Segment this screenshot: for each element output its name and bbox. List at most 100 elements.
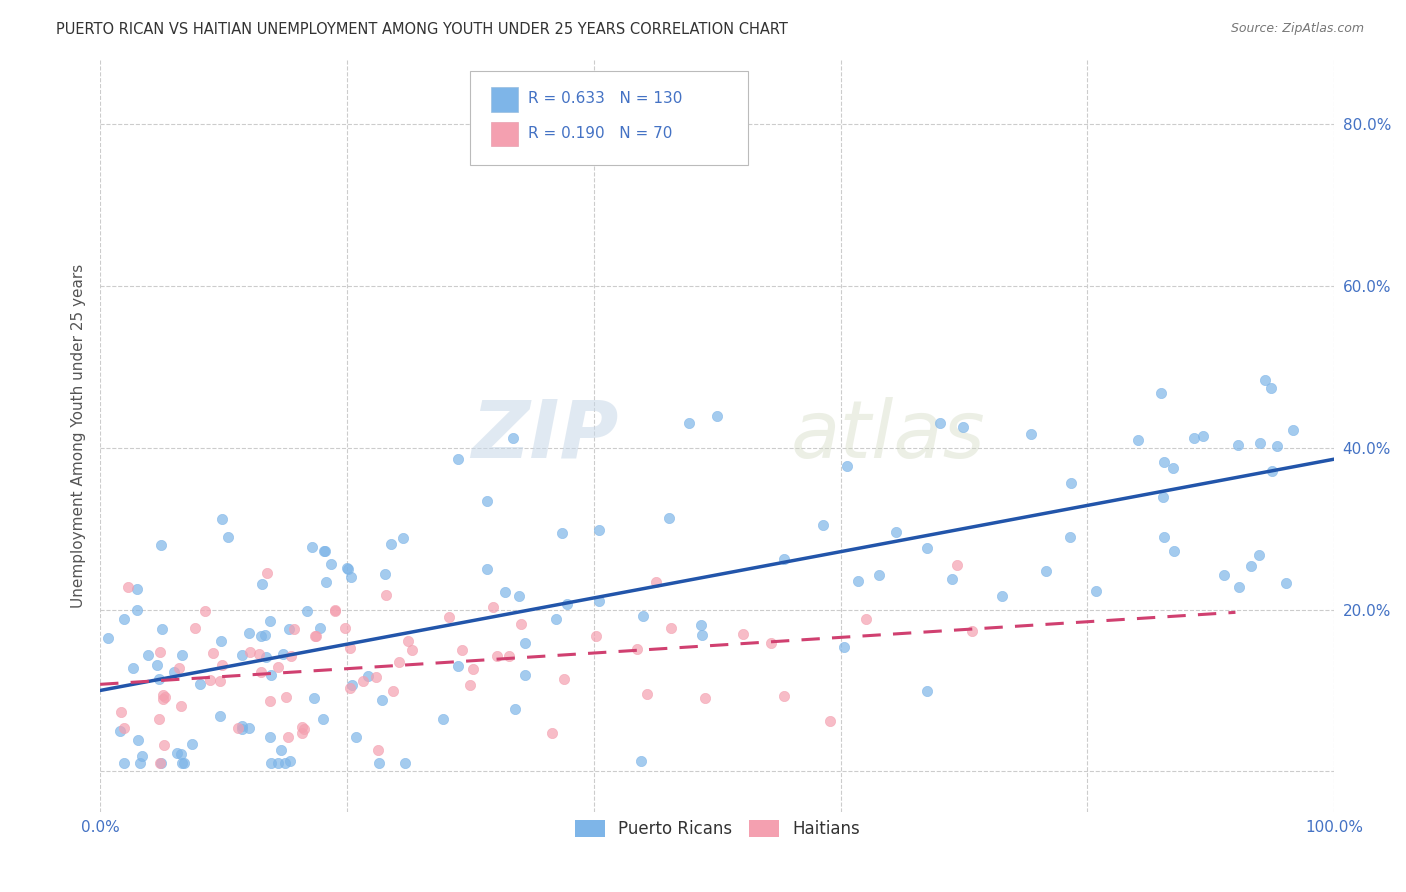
Point	[278, 754, 301, 768]
Point	[283, 622, 305, 636]
Point	[477, 562, 499, 576]
Point	[260, 668, 283, 682]
Legend: Puerto Ricans, Haitians: Puerto Ricans, Haitians	[568, 814, 866, 845]
Point	[508, 589, 530, 603]
Point	[1254, 373, 1277, 387]
Point	[494, 585, 516, 599]
Point	[929, 416, 952, 430]
Point	[319, 558, 342, 572]
Point	[249, 665, 271, 680]
Point	[148, 712, 170, 726]
Point	[678, 417, 700, 431]
Point	[374, 566, 396, 581]
Point	[505, 702, 527, 716]
Point	[323, 604, 346, 618]
Point	[339, 681, 361, 695]
Point	[254, 649, 277, 664]
Point	[152, 738, 174, 752]
Point	[127, 733, 149, 747]
Point	[952, 419, 974, 434]
Point	[513, 636, 536, 650]
Point	[502, 432, 524, 446]
Point	[731, 627, 754, 641]
Point	[941, 572, 963, 586]
Point	[451, 643, 474, 657]
Point	[515, 668, 537, 682]
Point	[546, 611, 568, 625]
Point	[112, 756, 135, 771]
Point	[884, 524, 907, 539]
Point	[278, 622, 301, 636]
Point	[259, 694, 281, 708]
Point	[169, 661, 191, 675]
Point	[231, 722, 253, 736]
Point	[1059, 530, 1081, 544]
Point	[820, 714, 842, 728]
Point	[305, 629, 328, 643]
Point	[1182, 431, 1205, 445]
Point	[356, 669, 378, 683]
Point	[991, 589, 1014, 603]
Point	[555, 597, 578, 611]
Point	[184, 621, 207, 635]
Point	[367, 743, 389, 757]
Point	[172, 648, 194, 662]
Point	[364, 670, 387, 684]
Text: R = 0.190   N = 70: R = 0.190 N = 70	[529, 126, 672, 141]
Point	[217, 530, 239, 544]
Point	[1163, 544, 1185, 558]
Point	[336, 560, 359, 574]
Point	[585, 629, 607, 643]
Point	[371, 693, 394, 707]
Point	[250, 576, 273, 591]
Point	[380, 537, 402, 551]
Point	[432, 712, 454, 726]
Point	[238, 721, 260, 735]
Point	[273, 756, 295, 771]
Point	[447, 658, 470, 673]
Point	[772, 552, 794, 566]
Point	[110, 723, 132, 738]
Point	[1126, 433, 1149, 447]
Point	[1153, 530, 1175, 544]
Point	[259, 614, 281, 628]
Y-axis label: Unemployment Among Youth under 25 years: Unemployment Among Youth under 25 years	[72, 264, 86, 607]
Point	[259, 730, 281, 744]
Point	[1191, 429, 1213, 443]
Point	[375, 588, 398, 602]
Point	[382, 683, 405, 698]
Point	[485, 649, 508, 664]
Point	[588, 523, 610, 537]
FancyBboxPatch shape	[471, 70, 748, 165]
Point	[188, 677, 211, 691]
Point	[228, 721, 250, 735]
Point	[1212, 568, 1234, 582]
Point	[1249, 435, 1271, 450]
Point	[392, 531, 415, 545]
Point	[352, 674, 374, 689]
Point	[314, 544, 336, 558]
Point	[388, 656, 411, 670]
Point	[152, 692, 174, 706]
Point	[636, 687, 658, 701]
Point	[1035, 564, 1057, 578]
Point	[339, 641, 361, 656]
Point	[396, 633, 419, 648]
Point	[368, 756, 391, 771]
Point	[1260, 381, 1282, 395]
Point	[231, 719, 253, 733]
Point	[868, 568, 890, 582]
Point	[308, 621, 330, 635]
Point	[1085, 583, 1108, 598]
Point	[1239, 558, 1261, 573]
Point	[1247, 549, 1270, 563]
Point	[247, 647, 270, 661]
Point	[266, 659, 288, 673]
Point	[149, 756, 172, 771]
Point	[1161, 461, 1184, 475]
Point	[280, 648, 302, 663]
Point	[693, 690, 716, 705]
FancyBboxPatch shape	[491, 87, 519, 112]
Point	[1227, 581, 1250, 595]
Point	[1227, 438, 1250, 452]
